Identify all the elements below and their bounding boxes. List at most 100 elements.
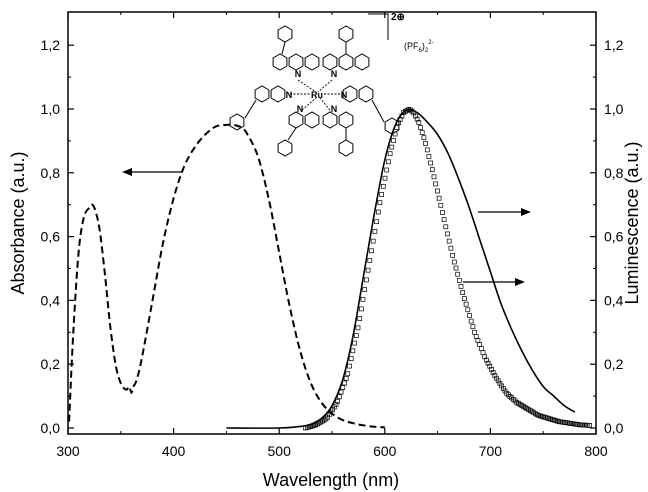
y-left-tick-label: 0,0: [41, 420, 61, 436]
marker-point: [538, 413, 543, 419]
marker-point: [382, 175, 388, 181]
y-right-tick-label: 0,0: [604, 420, 624, 436]
series-absorbance-line: [68, 123, 385, 429]
marker-point: [429, 167, 435, 172]
marker-point: [506, 392, 511, 398]
marker-point: [348, 356, 354, 361]
marker-point: [431, 174, 437, 180]
marker-point: [353, 333, 359, 338]
charge-label: 2⊕: [391, 12, 405, 23]
marker-point: [374, 219, 379, 225]
marker-point: [379, 192, 384, 197]
coordination-bond: [317, 79, 333, 93]
marker-point: [377, 200, 383, 206]
series-layer: [68, 106, 592, 431]
marker-point: [472, 329, 477, 335]
arrow-left-annotation: [122, 168, 183, 176]
marker-point: [369, 248, 374, 254]
marker-point: [441, 217, 447, 222]
marker-point: [391, 138, 396, 143]
bond: [287, 127, 297, 141]
bond: [244, 99, 257, 119]
marker-point: [360, 296, 366, 302]
phenanthroline-ring: [322, 53, 338, 71]
marker-point: [453, 265, 459, 271]
y-left-tick-label: 0,6: [41, 229, 61, 245]
nitrogen-label: N: [286, 90, 293, 100]
coordination-bond: [319, 97, 331, 111]
y-left-tick-label: 1,2: [41, 37, 61, 53]
series-luminescence-line: [226, 108, 576, 429]
x-axis-title: Wavelength (nm): [263, 470, 399, 490]
marker-point: [389, 144, 395, 150]
counterion-label: (PF6)2 2-: [404, 40, 434, 54]
marker-point: [380, 183, 386, 189]
marker-point: [408, 107, 413, 113]
bond: [281, 41, 286, 55]
phenanthroline-ring: [288, 111, 304, 129]
marker-point: [473, 334, 479, 339]
phenanthroline-ring: [304, 53, 320, 71]
marker-point: [426, 154, 432, 159]
phenanthroline-ring: [342, 85, 358, 103]
marker-point: [310, 423, 315, 429]
marker-point: [362, 287, 368, 292]
complex-bracket: [368, 13, 389, 40]
marker-point: [357, 316, 363, 321]
marker-point: [478, 346, 484, 351]
marker-point: [421, 135, 427, 141]
counterion-close: ): [422, 41, 425, 51]
marker-point: [350, 348, 356, 354]
x-tick-label: 400: [162, 443, 186, 459]
marker-point: [463, 301, 469, 307]
marker-point: [443, 224, 449, 230]
y-axis-title-right: Luminescence (a.u.): [622, 141, 642, 304]
marker-point: [451, 259, 457, 265]
marker-point: [438, 202, 444, 208]
marker-point: [468, 318, 474, 324]
marker-point: [457, 278, 462, 283]
counterion-sub: 6: [419, 48, 423, 54]
coordination-bond: [297, 79, 317, 93]
marker-point: [458, 284, 464, 289]
counterion-sub2: 2: [425, 48, 429, 54]
x-tick-label: 500: [268, 443, 292, 459]
coordination-bond: [301, 97, 317, 111]
marker-point: [587, 423, 592, 428]
marker-point: [372, 229, 378, 234]
marker-point: [423, 141, 428, 146]
marker-point: [340, 385, 346, 390]
marker-point: [352, 340, 357, 346]
ticks: [67, 12, 597, 434]
counterion-sup: 2-: [428, 40, 433, 46]
phenanthroline-ring: [270, 85, 286, 103]
phenanthroline-ring: [338, 111, 354, 129]
marker-point: [489, 366, 494, 372]
marker-point: [480, 350, 486, 356]
phenyl-ring: [277, 25, 293, 43]
phenanthroline-ring: [358, 85, 374, 103]
x-tick-label: 600: [373, 443, 397, 459]
y-right-tick-label: 0,4: [604, 292, 624, 308]
marker-point: [375, 209, 381, 215]
nitrogen-label: N: [331, 69, 338, 79]
series-luminescence-markers: [303, 106, 592, 431]
nitrogen-label: N: [297, 104, 304, 114]
phenanthroline-ring: [304, 111, 320, 129]
y-right-tick-label: 0,2: [604, 356, 624, 372]
marker-point: [387, 151, 393, 157]
phenanthroline-ring: [338, 53, 354, 71]
marker-point: [448, 245, 454, 251]
marker-point: [455, 271, 461, 277]
marker-point: [338, 389, 344, 395]
marker-point: [418, 125, 423, 130]
marker-point: [475, 338, 481, 343]
arrow-right-annotation-1: [478, 208, 531, 216]
marker-point: [386, 159, 391, 165]
phenanthroline-ring: [254, 85, 270, 103]
y-right-tick-label: 0,6: [604, 229, 624, 245]
marker-point: [370, 238, 376, 244]
marker-point: [445, 231, 450, 237]
marker-point: [342, 380, 347, 386]
marker-point: [347, 363, 352, 369]
